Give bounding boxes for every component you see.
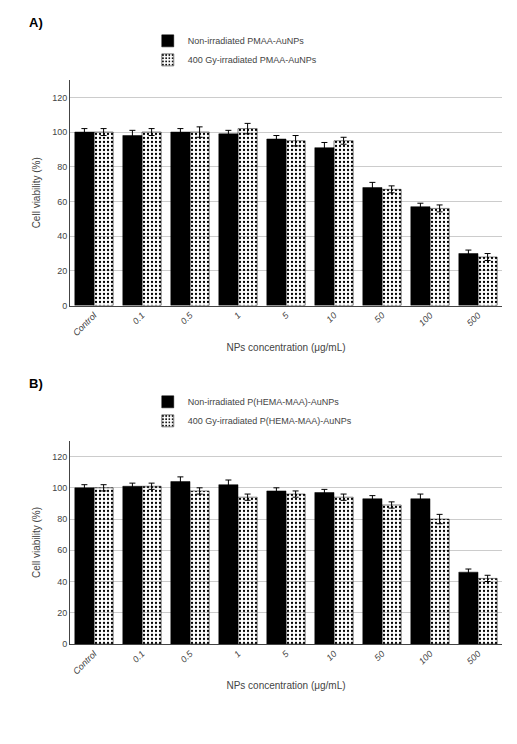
svg-text:40: 40 — [57, 231, 67, 241]
svg-text:500: 500 — [465, 310, 483, 328]
svg-text:0: 0 — [62, 301, 67, 311]
svg-text:50: 50 — [372, 310, 386, 324]
svg-text:0: 0 — [62, 639, 67, 649]
svg-text:NPs concentration (μg/mL): NPs concentration (μg/mL) — [226, 680, 345, 691]
svg-text:0.1: 0.1 — [131, 310, 147, 326]
svg-text:NPs concentration (μg/mL): NPs concentration (μg/mL) — [226, 342, 345, 353]
svg-text:5: 5 — [280, 310, 291, 321]
svg-text:80: 80 — [57, 162, 67, 172]
svg-text:5: 5 — [280, 648, 291, 659]
svg-text:1: 1 — [232, 310, 243, 321]
svg-text:60: 60 — [57, 197, 67, 207]
svg-text:50: 50 — [372, 649, 386, 663]
svg-text:Non-irradiated P(HEMA-MAA)-AuN: Non-irradiated P(HEMA-MAA)-AuNPs — [188, 397, 340, 407]
svg-text:0.5: 0.5 — [179, 310, 196, 327]
svg-text:400 Gy-irradiated P(HEMA-MAA)-: 400 Gy-irradiated P(HEMA-MAA)-AuNPs — [188, 416, 352, 426]
svg-text:0.1: 0.1 — [131, 649, 147, 665]
svg-text:10: 10 — [324, 649, 338, 663]
svg-text:10: 10 — [324, 310, 338, 324]
svg-text:1: 1 — [232, 649, 243, 660]
svg-text:100: 100 — [52, 127, 67, 137]
svg-text:Cell viability (%): Cell viability (%) — [31, 507, 42, 578]
svg-text:100: 100 — [417, 649, 435, 667]
svg-text:120: 120 — [52, 93, 67, 103]
svg-text:20: 20 — [57, 266, 67, 276]
svg-text:B): B) — [29, 376, 43, 391]
svg-text:100: 100 — [417, 310, 435, 328]
svg-text:Control: Control — [71, 648, 99, 676]
svg-text:60: 60 — [57, 545, 67, 555]
svg-text:20: 20 — [57, 608, 67, 618]
svg-text:A): A) — [29, 15, 43, 30]
svg-text:80: 80 — [57, 514, 67, 524]
svg-text:Non-irradiated PMAA-AuNPs: Non-irradiated PMAA-AuNPs — [188, 36, 305, 46]
svg-text:120: 120 — [52, 452, 67, 462]
svg-text:Control: Control — [71, 310, 99, 338]
svg-text:40: 40 — [57, 577, 67, 587]
svg-text:0.5: 0.5 — [179, 648, 196, 665]
svg-text:Cell viability (%): Cell viability (%) — [31, 157, 42, 228]
svg-text:100: 100 — [52, 483, 67, 493]
svg-text:500: 500 — [465, 649, 483, 667]
svg-text:400 Gy-irradiated PMAA-AuNPs: 400 Gy-irradiated PMAA-AuNPs — [188, 55, 317, 65]
